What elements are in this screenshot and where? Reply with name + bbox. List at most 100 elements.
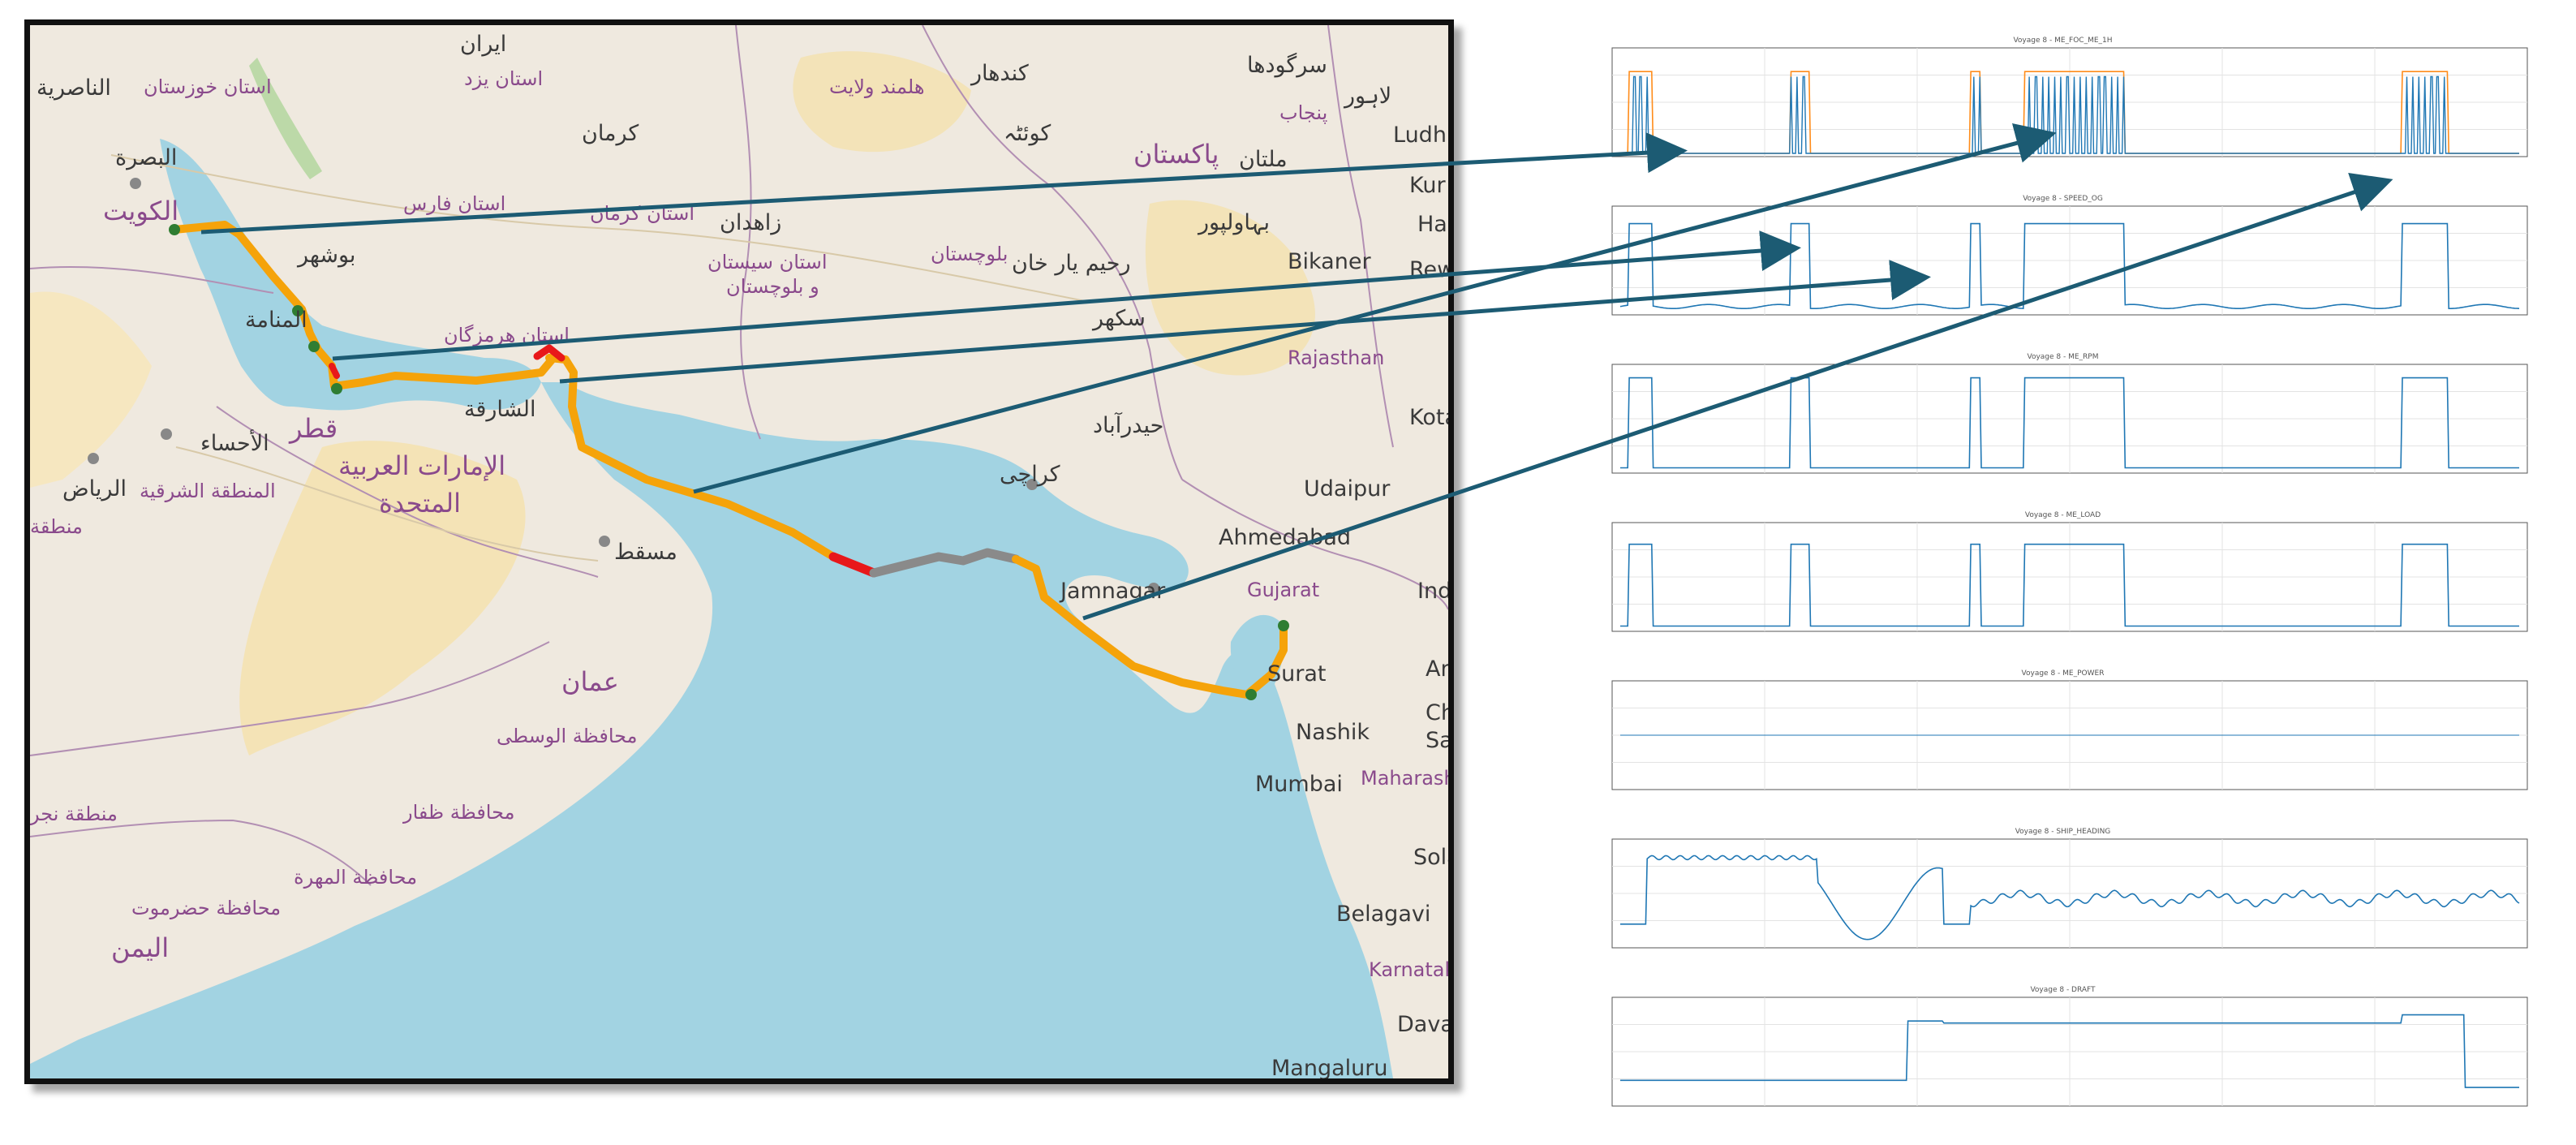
chart-title: Voyage 8 - DRAFT: [2030, 986, 2096, 994]
place-label: بوشهر: [298, 243, 356, 268]
place-label: کرمان: [582, 121, 639, 146]
place-label: Mangaluru: [1271, 1056, 1388, 1081]
border-line: [30, 266, 274, 294]
place-label: استان هرمزگان: [444, 324, 570, 347]
place-label: Kota: [1409, 405, 1454, 430]
place-label: Chi: [1426, 700, 1454, 725]
place-label: سرگودها: [1247, 53, 1327, 78]
place-label: Am: [1426, 656, 1448, 682]
place-label: کوئٹہ: [1004, 121, 1051, 146]
place-label: پاکستان: [1133, 139, 1219, 170]
place-label: المنامة: [245, 308, 307, 333]
chart-title: Voyage 8 - ME_POWER: [2021, 669, 2105, 678]
route-alert-segment: [329, 363, 340, 379]
place-label: Belagavi: [1336, 902, 1431, 927]
place-label: المنطقة الشرقية: [140, 480, 276, 502]
place-label: رحیم یار خان: [1012, 251, 1131, 276]
map-canvas: [30, 25, 1448, 1078]
place-label: کراچی: [1000, 462, 1060, 487]
place-label: Mumbai: [1255, 772, 1343, 797]
place-label: و بلوچستان: [726, 275, 819, 298]
chart-panel: Voyage 8 - SHIP_HEADING: [1570, 828, 2556, 966]
voyage-map: ایران الناصرية استان خوزستان استان یزد کرمان…: [24, 19, 1454, 1084]
place-label: Jamnagar: [1060, 579, 1166, 604]
place-label: استان کرمان: [590, 202, 695, 225]
place-label: Davana: [1397, 1012, 1454, 1037]
place-label: استان فارس: [403, 192, 506, 215]
place-label: Kur: [1409, 173, 1446, 198]
desert-patch: [793, 51, 971, 153]
place-label: عمان: [561, 666, 619, 697]
place-label: ایران: [460, 32, 507, 57]
gulf-of-khambhat: [1230, 614, 1284, 707]
place-label: Udaipur: [1304, 476, 1391, 501]
place-label: مسقط: [614, 540, 677, 565]
green-patch: [249, 58, 322, 179]
chart-panel: Voyage 8 - DRAFT: [1570, 986, 2556, 1124]
place-label: محافظة ظفار: [403, 801, 515, 824]
place-label: Surat: [1267, 661, 1327, 687]
place-label: بہاولپور: [1198, 210, 1270, 235]
series-line: [1620, 854, 2520, 941]
chart-plot: [1611, 996, 2528, 1107]
place-label: پنجاب: [1279, 101, 1328, 124]
place-label: استان یزد: [464, 67, 544, 90]
place-label: Maharash: [1361, 767, 1454, 790]
place-label: Rewa: [1409, 257, 1454, 282]
place-label: کندهار: [971, 61, 1029, 86]
place-label: Karnatak: [1369, 958, 1454, 981]
road: [175, 446, 599, 562]
place-label: المتحدة: [379, 488, 462, 519]
place-label: Har: [1417, 212, 1454, 237]
place-label: استان خوزستان: [144, 75, 272, 98]
place-label: ملتان: [1239, 147, 1288, 172]
place-label: الشارقة: [464, 397, 536, 422]
chart-plot: [1611, 205, 2528, 316]
chart-panel: Voyage 8 - ME_FOC_ME_1H: [1570, 37, 2556, 174]
place-label: استان سیستان: [707, 251, 828, 273]
place-label: هلمند ولایت: [829, 75, 925, 98]
place-label: الناصرية: [37, 75, 111, 101]
place-label: سکھر: [1093, 306, 1146, 331]
chart-title: Voyage 8 - SHIP_HEADING: [2015, 828, 2111, 836]
chart-panel: Voyage 8 - ME_LOAD: [1570, 511, 2556, 649]
city-dot: [161, 428, 172, 440]
sensor-charts: Voyage 8 - ME_FOC_ME_1H Voyage 8 - SPEED_…: [1570, 24, 2556, 1136]
city-dot: [599, 536, 610, 547]
place-label: محافظة الوسطى: [497, 725, 638, 747]
place-label: زاهدان: [720, 210, 782, 235]
place-label: Ahmedabad: [1219, 525, 1352, 550]
port-stop-marker: [1245, 689, 1257, 700]
place-label: Bikaner: [1288, 249, 1371, 274]
place-label: محافظة حضرموت: [131, 897, 282, 919]
border-line: [30, 819, 372, 886]
place-label: البصرة: [115, 145, 178, 170]
place-label: بلوچستان: [931, 243, 1008, 265]
desert-patch: [30, 291, 152, 488]
place-label: اليمن: [111, 932, 170, 963]
chart-title: Voyage 8 - ME_FOC_ME_1H: [2013, 37, 2113, 45]
port-stop-marker: [1278, 620, 1289, 631]
place-label: Solap: [1413, 845, 1448, 870]
route-gap-segment: [869, 548, 1021, 578]
place-label: Ludhiana: [1393, 123, 1453, 148]
series-line: [1620, 1014, 2519, 1088]
chart-plot: [1611, 680, 2528, 790]
city-dot: [88, 453, 99, 464]
chart-plot: [1611, 522, 2528, 632]
place-label: الرياض: [62, 476, 127, 501]
persian-gulf: [160, 139, 541, 411]
place-label: Gujarat: [1247, 579, 1320, 601]
chart-plot: [1611, 364, 2528, 474]
route-segment: [1012, 555, 1288, 699]
place-label: محافظة المهرة: [294, 866, 418, 889]
place-label: Nashik: [1296, 720, 1370, 745]
border-line: [30, 641, 550, 756]
place-label: Rajasthan: [1288, 347, 1385, 369]
place-label: منطقة: [30, 515, 83, 538]
chart-plot: [1611, 47, 2528, 157]
place-label: الأحساء: [200, 431, 269, 456]
chart-panel: Voyage 8 - SPEED_OG: [1570, 195, 2556, 333]
chart-panel: Voyage 8 - ME_POWER: [1570, 669, 2556, 807]
port-stop-marker: [169, 224, 180, 235]
